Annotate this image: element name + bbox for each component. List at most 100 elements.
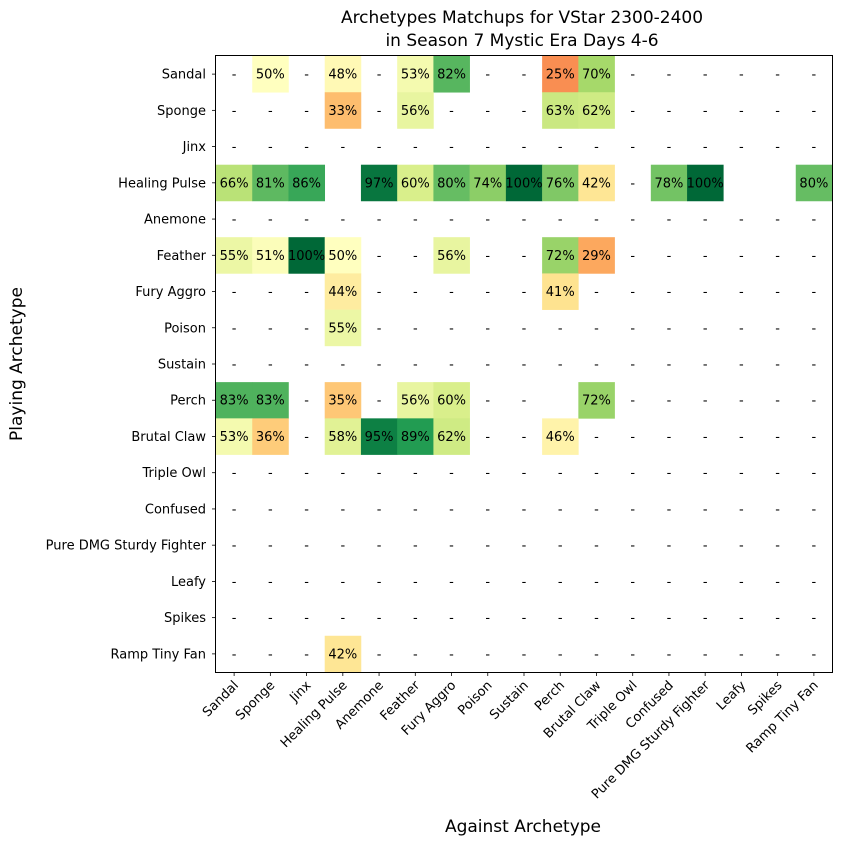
cell-value-label: - xyxy=(413,358,418,373)
heatmap-cell xyxy=(252,164,289,202)
cell-value-label: - xyxy=(812,68,817,83)
cell-value-label: - xyxy=(232,575,237,590)
cell-value-label: - xyxy=(739,285,744,300)
x-tick-label: Sponge xyxy=(233,678,278,723)
heatmap-cell xyxy=(542,237,579,274)
cell-value-label: - xyxy=(304,285,309,300)
cell-value-label: - xyxy=(667,647,672,662)
cell-value-label: - xyxy=(630,176,635,191)
cell-value-label: - xyxy=(268,611,273,626)
cell-value-label: - xyxy=(594,647,599,662)
cell-value-label: - xyxy=(413,213,418,228)
cell-value-label: - xyxy=(630,68,635,83)
chart-title-line2: in Season 7 Mystic Era Days 4-6 xyxy=(385,31,658,51)
cell-value-label: - xyxy=(522,611,527,626)
cell-value-label: - xyxy=(485,502,490,517)
heatmap-cell xyxy=(324,92,362,129)
cell-value-label: - xyxy=(413,249,418,264)
cell-value-label: - xyxy=(268,285,273,300)
cell-value-label: - xyxy=(377,249,382,264)
cell-value-label: - xyxy=(340,140,345,155)
cell-value-label: 80% xyxy=(799,176,828,191)
cell-value-label: 62% xyxy=(582,104,611,119)
y-axis-label: Playing Archetype xyxy=(7,287,27,441)
cell-value-label: - xyxy=(739,611,744,626)
cell-value-label: - xyxy=(413,321,418,336)
cell-value-label: 60% xyxy=(401,176,430,191)
y-tick-label: Sustain xyxy=(158,358,206,373)
cell-value-label: - xyxy=(630,539,635,554)
y-tick-label: Feather xyxy=(157,249,207,264)
y-tick-label: Sandal xyxy=(162,68,206,83)
cell-value-label: - xyxy=(485,539,490,554)
cell-value-label: - xyxy=(232,647,237,662)
cell-value-label: - xyxy=(304,575,309,590)
cell-value-label: - xyxy=(739,539,744,554)
cell-value-label: - xyxy=(630,647,635,662)
cell-value-label: - xyxy=(630,249,635,264)
cell-value-label: 78% xyxy=(654,176,683,191)
cell-value-label: - xyxy=(485,140,490,155)
cell-value-label: - xyxy=(812,466,817,481)
cell-value-label: 97% xyxy=(365,176,394,191)
heatmap-cell xyxy=(542,164,579,202)
cell-value-label: - xyxy=(775,611,780,626)
cell-value-label: - xyxy=(594,502,599,517)
cell-value-label: 89% xyxy=(401,430,430,445)
heatmap-cell xyxy=(324,273,362,310)
cell-value-label: - xyxy=(449,213,454,228)
heatmap-cell xyxy=(324,635,362,673)
cell-value-label: - xyxy=(522,358,527,373)
heatmap-cell xyxy=(433,164,470,202)
cell-value-label: - xyxy=(775,249,780,264)
cell-value-label: - xyxy=(268,575,273,590)
y-tick-label: Leafy xyxy=(171,575,206,590)
y-tick-label: Fury Aggro xyxy=(135,285,206,300)
cell-value-label: - xyxy=(812,104,817,119)
cell-value-label: - xyxy=(558,213,563,228)
heatmap-cell xyxy=(324,309,362,347)
cell-value-label: - xyxy=(812,321,817,336)
cell-value-label: 72% xyxy=(582,394,611,409)
cell-value-label: - xyxy=(812,213,817,228)
cell-value-label: - xyxy=(304,430,309,445)
x-tick-label: Jinx xyxy=(287,678,315,706)
cell-value-label: - xyxy=(413,611,418,626)
cell-value-label: - xyxy=(268,104,273,119)
cell-value-label: - xyxy=(377,104,382,119)
cell-value-label: - xyxy=(667,611,672,626)
cell-value-label: 48% xyxy=(328,68,357,83)
cell-value-label: - xyxy=(558,575,563,590)
cell-value-label: - xyxy=(377,321,382,336)
cell-value-label: - xyxy=(667,466,672,481)
cell-value-label: - xyxy=(232,358,237,373)
cell-value-label: - xyxy=(304,358,309,373)
cell-value-label: - xyxy=(340,358,345,373)
cell-value-label: 100% xyxy=(288,249,325,264)
cell-value-label: - xyxy=(703,539,708,554)
cell-value-label: - xyxy=(558,321,563,336)
y-tick-label: Sponge xyxy=(157,104,206,119)
cell-value-label: - xyxy=(630,285,635,300)
cell-value-label: - xyxy=(739,68,744,83)
cell-value-label: - xyxy=(413,647,418,662)
cell-value-label: 25% xyxy=(546,68,575,83)
heatmap-cell xyxy=(397,164,434,202)
cell-value-label: - xyxy=(522,213,527,228)
cell-value-label: - xyxy=(449,502,454,517)
cell-value-label: - xyxy=(703,68,708,83)
cell-value-label: - xyxy=(304,611,309,626)
cell-value-label: - xyxy=(377,466,382,481)
cell-value-label: - xyxy=(775,394,780,409)
cell-value-label: - xyxy=(268,466,273,481)
cell-value-label: - xyxy=(232,213,237,228)
cell-value-label: - xyxy=(775,140,780,155)
cell-value-label: - xyxy=(522,104,527,119)
cell-value-label: 53% xyxy=(220,430,249,445)
cell-value-label: 51% xyxy=(256,249,285,264)
cell-value-label: - xyxy=(485,466,490,481)
cell-value-label: 81% xyxy=(256,176,285,191)
cell-value-label: - xyxy=(304,647,309,662)
x-tick-label: Leafy xyxy=(714,678,750,714)
cell-value-label: - xyxy=(558,466,563,481)
